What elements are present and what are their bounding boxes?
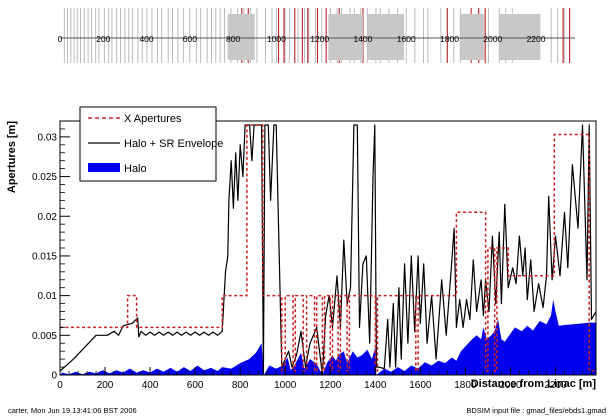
legend-label-envelope: Halo + SR Envelope — [124, 138, 223, 150]
x-tick-label: 1600 — [409, 380, 432, 391]
x-tick-label: 1800 — [454, 380, 477, 391]
x-tick-label: 1400 — [364, 380, 387, 391]
plot-series — [59, 124, 597, 376]
y-tick-label: 0.005 — [32, 331, 57, 342]
lattice-boxes — [227, 14, 541, 60]
x-tick-label: 800 — [232, 380, 249, 391]
legend-label-halo: Halo — [124, 163, 147, 175]
footer-author-date: carter, Mon Jun 19 13:41:06 BST 2006 — [8, 406, 137, 415]
x-tick-label: 1000 — [274, 380, 297, 391]
x-tick-label: 400 — [142, 380, 159, 391]
lattice-axis-label: 400 — [139, 34, 153, 44]
x-axis-title: Distance from Linac [m] — [471, 378, 597, 390]
lattice-strip: 0 200 400 600 800 1000 1200 1400 1600 1800 2000 220… — [58, 8, 575, 63]
lattice-box — [499, 14, 541, 60]
lattice-axis-label: 2200 — [527, 34, 546, 44]
x-tick-label: 2000 — [499, 380, 522, 391]
x-axis-ticks: 0 200 400 600 800 1000 1200 1400 1600 1800 2000 220… — [57, 367, 592, 391]
lattice-box — [367, 14, 405, 60]
lattice-box — [227, 14, 255, 60]
lattice-axis-label: 1800 — [440, 34, 459, 44]
lattice-axis-label: 1600 — [397, 34, 416, 44]
y-tick-label: 0.02 — [38, 212, 58, 223]
legend: X Apertures Halo + SR Envelope Halo — [79, 106, 223, 182]
main-plot: 0 200 400 600 800 1000 1200 1400 1600 1800 2000 220… — [6, 120, 597, 391]
series-apertures-line — [60, 124, 596, 372]
legend-marker-halo — [88, 163, 120, 172]
x-tick-label: 600 — [187, 380, 204, 391]
legend-label-apertures: X Apertures — [124, 113, 182, 125]
y-axis-ticks: 0 0.005 0.01 0.015 0.02 0.025 0.03 — [32, 120, 70, 382]
x-tick-label: 1200 — [319, 380, 342, 391]
x-tick-label: 0 — [57, 380, 63, 391]
y-tick-label: 0.01 — [38, 291, 58, 302]
lattice-axis-label: 1000 — [267, 34, 286, 44]
lattice-box — [460, 14, 485, 60]
lattice-axis-label: 600 — [183, 34, 197, 44]
lattice-axis-label: 200 — [96, 34, 110, 44]
series-envelope-line — [59, 124, 597, 376]
y-tick-label: 0.015 — [32, 251, 57, 262]
y-axis-title: Apertures [m] — [6, 121, 18, 193]
y-tick-label: 0.025 — [32, 172, 57, 183]
series-halo-area — [60, 299, 596, 375]
y-tick-label: 0.03 — [38, 132, 58, 143]
x-tick-label: 200 — [97, 380, 114, 391]
lattice-axis-label: 1200 — [310, 34, 329, 44]
lattice-box — [328, 14, 363, 60]
x-tick-label: 2200 — [544, 380, 567, 391]
lattice-axis-label: 2000 — [483, 34, 502, 44]
lattice-axis-label: 800 — [226, 34, 240, 44]
footer-input-file: BDSIM input file : gmad_files/ebds1.gmad — [466, 406, 606, 415]
lattice-axis-label: 0 — [58, 34, 63, 44]
lattice-axis-labels: 0 200 400 600 800 1000 1200 1400 1600 1800 2000 220… — [58, 34, 546, 44]
lattice-axis-label: 1400 — [353, 34, 372, 44]
y-tick-label: 0 — [51, 371, 57, 382]
